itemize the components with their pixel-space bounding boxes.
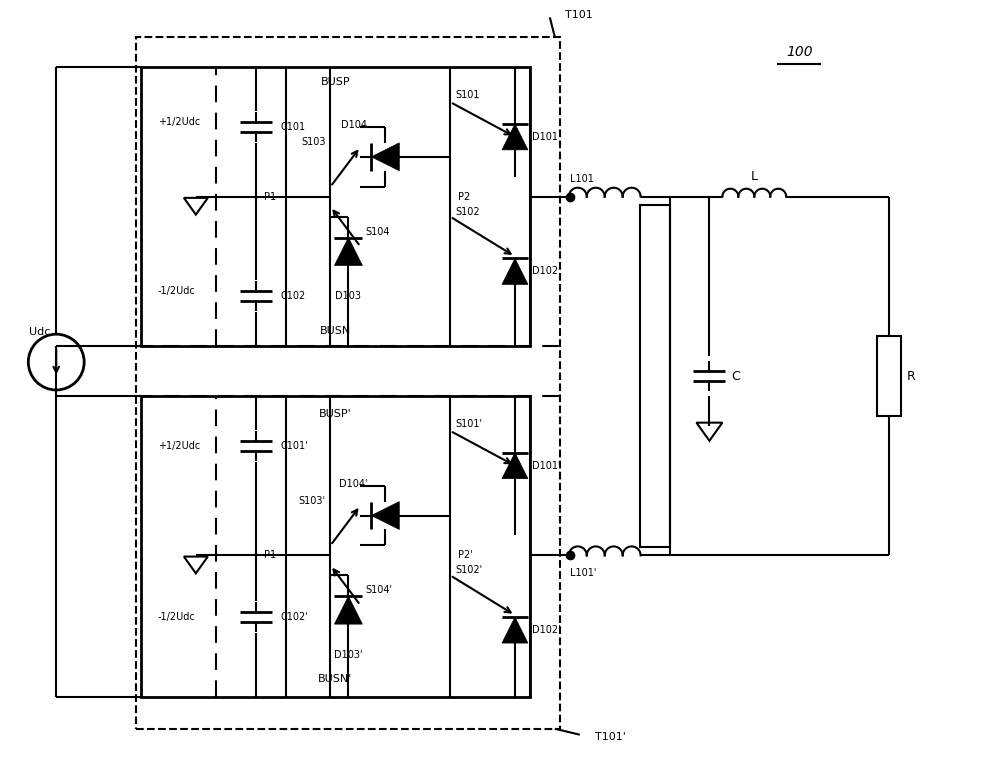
Polygon shape <box>334 596 362 624</box>
Polygon shape <box>502 453 528 479</box>
Text: L101': L101' <box>570 568 596 578</box>
Polygon shape <box>371 143 399 171</box>
Text: S102': S102' <box>455 565 482 575</box>
Polygon shape <box>502 258 528 284</box>
Text: +1/2Udc: +1/2Udc <box>158 117 200 127</box>
Bar <box>877 336 901 416</box>
Text: T101: T101 <box>565 10 593 21</box>
Text: BUSN': BUSN' <box>318 674 353 684</box>
Bar <box>141 396 530 697</box>
Bar <box>640 205 670 548</box>
Text: S103: S103 <box>301 137 325 147</box>
Text: -1/2Udc: -1/2Udc <box>158 286 196 296</box>
Polygon shape <box>371 502 399 529</box>
Text: S101: S101 <box>455 90 480 100</box>
Text: P2: P2 <box>458 192 470 201</box>
Text: C: C <box>731 369 740 382</box>
Text: L101: L101 <box>570 174 594 184</box>
Text: Udc: Udc <box>29 327 51 337</box>
Text: P1: P1 <box>264 192 276 201</box>
Text: +1/2Udc: +1/2Udc <box>158 440 200 450</box>
Polygon shape <box>502 124 528 150</box>
Text: D101': D101' <box>532 460 560 470</box>
Text: P2': P2' <box>458 551 473 561</box>
Text: L: L <box>751 170 758 183</box>
Text: C101: C101 <box>281 122 306 132</box>
Text: T101': T101' <box>595 732 626 741</box>
Text: BUSP': BUSP' <box>319 409 352 419</box>
Text: S104: S104 <box>365 227 390 237</box>
Polygon shape <box>502 617 528 643</box>
Text: R: R <box>907 369 916 382</box>
Text: D104: D104 <box>341 120 367 130</box>
Text: P1: P1 <box>264 551 276 561</box>
Bar <box>136 38 560 728</box>
Text: D103': D103' <box>334 650 363 660</box>
Text: D103: D103 <box>335 291 361 301</box>
Text: S103': S103' <box>298 496 325 506</box>
Text: D104': D104' <box>339 479 367 489</box>
Bar <box>141 67 530 346</box>
Text: C102': C102' <box>281 612 308 622</box>
Text: D102: D102 <box>532 267 558 277</box>
Text: C102: C102 <box>281 291 306 301</box>
Polygon shape <box>334 237 362 266</box>
Text: BUSP: BUSP <box>321 77 350 87</box>
Text: D101: D101 <box>532 132 558 142</box>
Text: BUSN: BUSN <box>320 326 351 336</box>
Text: S101': S101' <box>455 419 482 429</box>
Text: 100: 100 <box>786 45 812 59</box>
Text: C101': C101' <box>281 440 308 450</box>
Text: S102: S102 <box>455 207 480 217</box>
Text: -1/2Udc: -1/2Udc <box>158 612 196 622</box>
Text: D102': D102' <box>532 625 561 635</box>
Text: S104': S104' <box>365 585 392 595</box>
